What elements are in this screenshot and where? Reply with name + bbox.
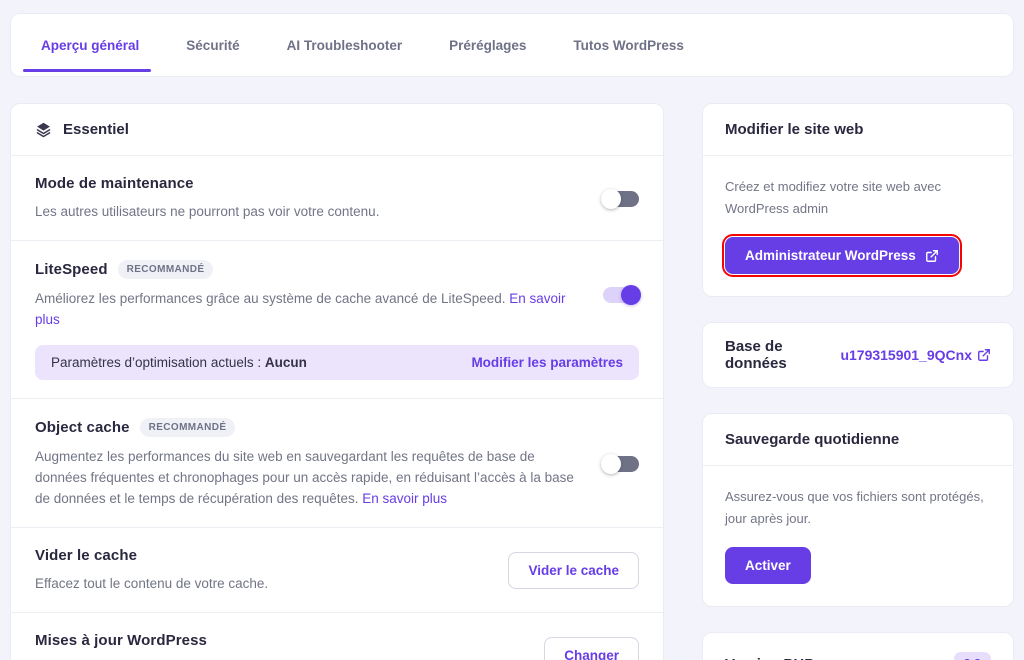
edit-website-card: Modifier le site web Créez et modifiez v…	[702, 103, 1014, 297]
maintenance-row: Mode de maintenance Les autres utilisate…	[11, 156, 663, 240]
litespeed-recommended-badge: RECOMMANDÉ	[117, 260, 214, 279]
database-name: u179315901_9QCnx	[840, 347, 972, 363]
maintenance-toggle[interactable]	[601, 188, 639, 209]
wordpress-admin-button-label: Administrateur WordPress	[745, 248, 916, 263]
object-cache-row: Object cache RECOMMANDÉ Augmentez les pe…	[11, 398, 663, 527]
database-link[interactable]: u179315901_9QCnx	[840, 347, 991, 363]
maintenance-title: Mode de maintenance	[35, 175, 194, 192]
tab-bar: Aperçu général Sécurité AI Troubleshoote…	[10, 13, 1014, 77]
php-version-card: Version PHP 8.2	[702, 632, 1014, 660]
litespeed-settings-banner: Paramètres d’optimisation actuels : Aucu…	[35, 345, 639, 380]
tab-apercu-general[interactable]: Aperçu général	[22, 14, 152, 76]
maintenance-desc: Les autres utilisateurs ne pourront pas …	[35, 204, 380, 219]
edit-website-title: Modifier le site web	[703, 104, 1013, 156]
object-cache-desc: Augmentez les performances du site web e…	[35, 449, 574, 506]
clear-cache-row: Vider le cache Effacez tout le contenu d…	[11, 527, 663, 612]
tab-tutos-wordpress[interactable]: Tutos WordPress	[573, 37, 684, 53]
tab-securite[interactable]: Sécurité	[186, 37, 240, 53]
clear-cache-desc: Effacez tout le contenu de votre cache.	[35, 576, 269, 591]
object-cache-learn-more-link[interactable]: En savoir plus	[362, 491, 448, 506]
object-cache-toggle[interactable]	[601, 453, 639, 474]
external-link-icon	[977, 348, 991, 362]
edit-website-desc: Créez et modifiez votre site web avec Wo…	[725, 179, 942, 216]
litespeed-toggle[interactable]	[603, 285, 641, 305]
daily-backup-title: Sauvegarde quotidienne	[703, 414, 1013, 466]
essentiel-title: Essentiel	[63, 121, 129, 138]
litespeed-title: LiteSpeed	[35, 261, 108, 278]
php-version-badge: 8.2	[953, 652, 991, 660]
litespeed-learn-more-link[interactable]: En savoir plus	[35, 291, 566, 327]
tab-ai-troubleshooter[interactable]: AI Troubleshooter	[286, 37, 403, 53]
wordpress-updates-title: Mises à jour WordPress	[35, 632, 207, 649]
layers-icon	[35, 121, 52, 138]
litespeed-settings-value: Aucun	[264, 355, 307, 370]
php-version-title: Version PHP	[725, 656, 814, 660]
change-updates-button[interactable]: Changer	[544, 637, 639, 660]
daily-backup-card: Sauvegarde quotidienne Assurez-vous que …	[702, 413, 1014, 607]
daily-backup-desc: Assurez-vous que vos fichiers sont proté…	[725, 489, 984, 526]
litespeed-desc: Améliorez les performances grâce au syst…	[35, 291, 506, 306]
clear-cache-title: Vider le cache	[35, 547, 138, 564]
wordpress-admin-button[interactable]: Administrateur WordPress	[722, 234, 962, 277]
essentiel-header: Essentiel	[11, 104, 663, 156]
database-card: Base de données u179315901_9QCnx	[702, 322, 1014, 388]
object-cache-title: Object cache	[35, 419, 130, 436]
wordpress-updates-row: Mises à jour WordPress Seules les mises …	[11, 612, 663, 660]
clear-cache-button[interactable]: Vider le cache	[508, 552, 639, 589]
essentiel-card: Essentiel Mode de maintenance Les autres…	[10, 103, 664, 660]
litespeed-settings-status: Paramètres d’optimisation actuels : Aucu…	[51, 355, 307, 370]
modify-settings-link[interactable]: Modifier les paramètres	[471, 355, 623, 370]
database-title: Base de données	[725, 338, 787, 372]
litespeed-row: LiteSpeed RECOMMANDÉ Améliorez les perfo…	[11, 240, 663, 398]
external-link-icon	[925, 249, 939, 263]
tab-prereglages[interactable]: Préréglages	[449, 37, 527, 53]
object-cache-recommended-badge: RECOMMANDÉ	[139, 418, 236, 437]
activate-backup-button[interactable]: Activer	[725, 547, 811, 584]
